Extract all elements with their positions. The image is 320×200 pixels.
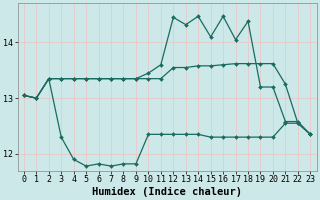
X-axis label: Humidex (Indice chaleur): Humidex (Indice chaleur) <box>92 186 242 197</box>
